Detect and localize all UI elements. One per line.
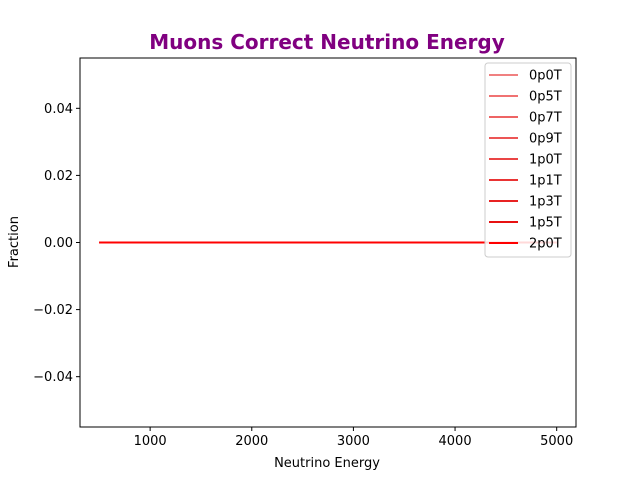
- y-tick-label: 0.02: [44, 169, 73, 184]
- legend-label: 0p9T: [529, 132, 562, 147]
- legend-label: 0p0T: [529, 69, 562, 84]
- legend-label: 1p5T: [529, 216, 562, 231]
- legend: 0p0T 0p5T 0p7T 0p9T 1p0T 1p1T 1p3T 1p5T 2p0T: [484, 62, 572, 258]
- y-axis-ticks: −0.04 −0.02 0.00 0.02 0.04: [33, 102, 80, 385]
- x-tick-label: 2000: [235, 434, 268, 449]
- legend-label: 0p5T: [529, 90, 562, 105]
- x-axis-ticks: 1000 2000 3000 4000 5000: [134, 427, 573, 449]
- legend-label: 2p0T: [529, 237, 562, 252]
- chart-title: Muons Correct Neutrino Energy: [149, 30, 505, 54]
- y-tick-label: 0.00: [44, 236, 73, 251]
- legend-label: 1p0T: [529, 153, 562, 168]
- y-tick-label: −0.04: [33, 370, 73, 385]
- y-axis-label: Fraction: [7, 216, 22, 268]
- x-axis-label: Neutrino Energy: [274, 456, 380, 471]
- x-tick-label: 3000: [337, 434, 370, 449]
- legend-label: 0p7T: [529, 111, 562, 126]
- legend-label: 1p1T: [529, 174, 562, 189]
- legend-box: [484, 62, 572, 258]
- x-tick-label: 1000: [134, 434, 167, 449]
- legend-label: 1p3T: [529, 195, 562, 210]
- y-tick-label: 0.04: [44, 102, 73, 117]
- y-tick-label: −0.02: [33, 303, 73, 318]
- x-tick-label: 4000: [439, 434, 472, 449]
- x-tick-label: 5000: [540, 434, 573, 449]
